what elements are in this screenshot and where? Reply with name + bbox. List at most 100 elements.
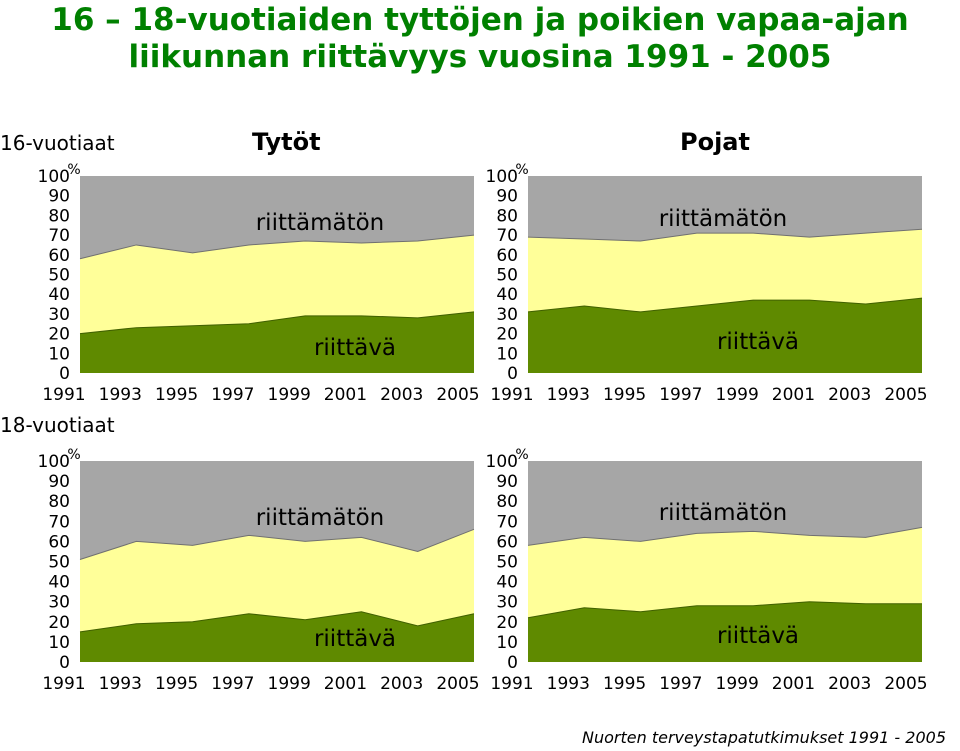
boys18-line-riittava (527, 601, 922, 619)
boys16-ytick-label: 60 (496, 246, 518, 266)
girls16-area-riittava (80, 311, 474, 373)
boys16-series-label-riittamaton: riittämätön (659, 206, 788, 232)
boys18-ytick-label: 0 (507, 653, 518, 673)
boys16-line-riittava (527, 297, 923, 313)
boys18-xtick-label: 1993 (547, 674, 590, 694)
boys18-ytick-label: 100 (486, 452, 518, 472)
girls18-xtick-label: 2003 (380, 674, 423, 694)
girls16-ytick-label: 10 (48, 344, 70, 364)
girls18-xtick-label: 1995 (155, 674, 198, 694)
boys18-xtick-label: 1991 (490, 674, 533, 694)
boys18-ytick-label: 40 (496, 573, 518, 593)
boys16-xtick-label: 1991 (490, 385, 533, 405)
boys16-ytick-label: 30 (496, 305, 518, 325)
girls16-xtick-label: 1997 (211, 385, 254, 405)
girls18-line-riittamaton (79, 528, 475, 560)
title-line-1: 16 – 18-vuotiaiden tyttöjen ja poikien v… (51, 2, 909, 38)
boys16-xtick-label: 2005 (884, 385, 927, 405)
girls16-ytick-label: 100 (38, 167, 70, 187)
girls18-ytick-label: 40 (48, 573, 70, 593)
boys18-line-riittamaton (527, 526, 923, 546)
girls18-xtick-label: 2001 (324, 674, 367, 694)
girls16-ytick-label: 90 (48, 187, 70, 207)
girls16-ytick-label: 0 (59, 364, 70, 384)
boys18-ytick-label: 20 (496, 613, 518, 633)
boys16-ytick-label: 0 (507, 364, 518, 384)
girls18-ytick-label: 100 (38, 452, 70, 472)
girls18-ytick-label: 90 (48, 472, 70, 492)
row-label-18: 18-vuotiaat (0, 413, 115, 437)
girls18-ytick-label: 10 (48, 633, 70, 653)
boys16-series-label-riittava: riittävä (717, 329, 799, 355)
boys16-ylabel: % (515, 162, 528, 178)
boys18-xtick-label: 1997 (659, 674, 702, 694)
boys16-ytick-label: 90 (496, 187, 518, 207)
chart-title: 16 – 18-vuotiaiden tyttöjen ja poikien v… (0, 2, 960, 76)
girls16-xtick-label: 1999 (268, 385, 311, 405)
girls18-ytick-label: 50 (48, 553, 70, 573)
boys16-ytick-label: 80 (496, 206, 518, 226)
girls16-line-riittava (79, 311, 475, 335)
boys18-ytick-label: 10 (496, 633, 518, 653)
girls16-ytick-label: 40 (48, 285, 70, 305)
girls16-ytick-label: 80 (48, 206, 70, 226)
girls18-ytick-label: 30 (48, 593, 70, 613)
girls18-xtick-label: 1997 (211, 674, 254, 694)
boys16-ytick-label: 10 (496, 344, 518, 364)
boys18-area-riittava (528, 601, 922, 662)
girls18-ytick-label: 0 (59, 653, 70, 673)
girls18-ytick-label: 20 (48, 613, 70, 633)
boys18-xtick-label: 2003 (828, 674, 871, 694)
girls16-line-riittamaton (79, 234, 475, 260)
girls18-ytick-label: 80 (48, 492, 70, 512)
girls16-xtick-label: 2003 (380, 385, 423, 405)
girls18-xtick-label: 2005 (436, 674, 479, 694)
girls16-ytick-label: 70 (48, 226, 70, 246)
title-line-2: liikunnan riittävyys vuosina 1991 - 2005 (128, 39, 832, 75)
boys18-series-label-riittamaton: riittämätön (659, 500, 788, 526)
boys18-ytick-label: 90 (496, 472, 518, 492)
girls18-ytick-label: 70 (48, 512, 70, 532)
boys16-ytick-label: 20 (496, 325, 518, 345)
boys18-xtick-label: 2005 (884, 674, 927, 694)
girls16-series-label-riittava: riittävä (314, 335, 396, 361)
boys16-ytick-label: 50 (496, 266, 518, 286)
boys18-ytick-label: 70 (496, 512, 518, 532)
boys16-xtick-label: 2003 (828, 385, 871, 405)
row-label-16: 16-vuotiaat (0, 131, 115, 155)
column-header-girls: Tytöt (252, 128, 321, 156)
boys16-xtick-label: 1995 (603, 385, 646, 405)
boys18-ytick-label: 80 (496, 492, 518, 512)
boys18-series-label-riittava: riittävä (717, 623, 799, 649)
girls16-ytick-label: 20 (48, 325, 70, 345)
girls18-line-riittava (79, 611, 475, 633)
girls18-area-riittava (80, 611, 474, 662)
girls18-ylabel: % (67, 447, 80, 463)
boys16-ytick-label: 100 (486, 167, 518, 187)
boys16-xtick-label: 1997 (659, 385, 702, 405)
column-header-boys: Pojat (680, 128, 750, 156)
boys16-xtick-label: 1999 (716, 385, 759, 405)
girls18-xtick-label: 1999 (268, 674, 311, 694)
boys16-ytick-label: 40 (496, 285, 518, 305)
girls16-ytick-label: 30 (48, 305, 70, 325)
girls16-xtick-label: 2005 (436, 385, 479, 405)
girls16-series-label-riittamaton: riittämätön (256, 210, 385, 236)
boys18-ylabel: % (515, 447, 528, 463)
girls16-ylabel: % (67, 162, 80, 178)
girls18-ytick-label: 60 (48, 532, 70, 552)
boys18-xtick-label: 2001 (772, 674, 815, 694)
boys16-xtick-label: 1993 (547, 385, 590, 405)
boys18-ytick-label: 50 (496, 553, 518, 573)
girls18-series-label-riittava: riittävä (314, 626, 396, 652)
boys16-xtick-label: 2001 (772, 385, 815, 405)
boys16-ytick-label: 70 (496, 226, 518, 246)
boys18-xtick-label: 1995 (603, 674, 646, 694)
boys18-xtick-label: 1999 (716, 674, 759, 694)
girls16-ytick-label: 50 (48, 266, 70, 286)
source-note: Nuorten terveystapatutkimukset 1991 - 20… (582, 728, 946, 747)
boys18-ytick-label: 30 (496, 593, 518, 613)
girls18-series-label-riittamaton: riittämätön (256, 505, 385, 531)
girls16-ytick-label: 60 (48, 246, 70, 266)
